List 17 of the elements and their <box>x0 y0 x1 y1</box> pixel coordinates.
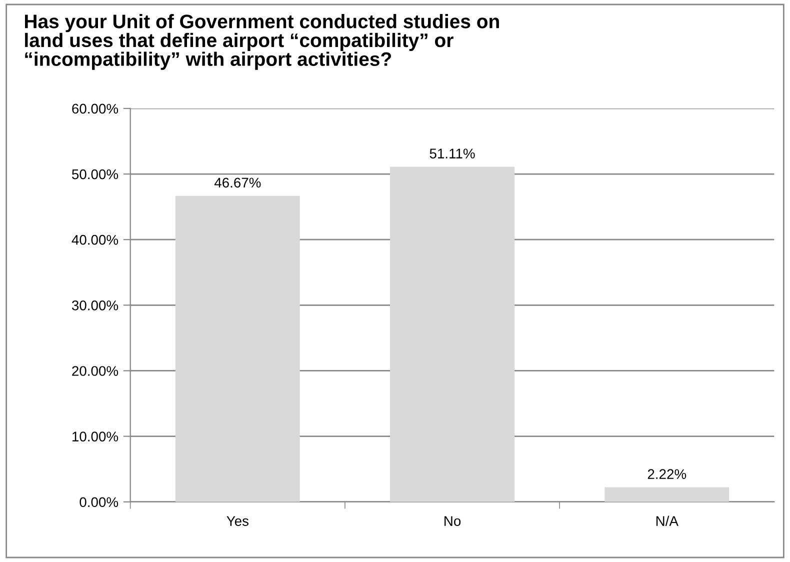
data-label: 46.67% <box>214 178 261 188</box>
y-tick-label: 10.00% <box>72 432 118 442</box>
y-tick-label: 0.00% <box>80 497 118 508</box>
y-tick-label: 50.00% <box>72 169 118 180</box>
x-tick-label: N/A <box>656 516 678 526</box>
y-tick-label: 20.00% <box>72 366 118 376</box>
bar <box>604 487 730 502</box>
chart-title: Has your Unit of Government conducted studies on land uses that define airport “compatibility” or “incompatibility” with airport activities? <box>25 14 499 70</box>
x-tick-label: No <box>444 516 461 526</box>
bar <box>175 196 300 502</box>
data-label: 2.22% <box>648 469 686 479</box>
y-tick-label: 60.00% <box>72 104 118 114</box>
bar <box>390 166 515 502</box>
y-tick-label: 40.00% <box>72 234 118 245</box>
x-tick-label: Yes <box>226 516 248 526</box>
y-tick-label: 30.00% <box>72 300 118 310</box>
data-label: 51.11% <box>430 148 475 158</box>
